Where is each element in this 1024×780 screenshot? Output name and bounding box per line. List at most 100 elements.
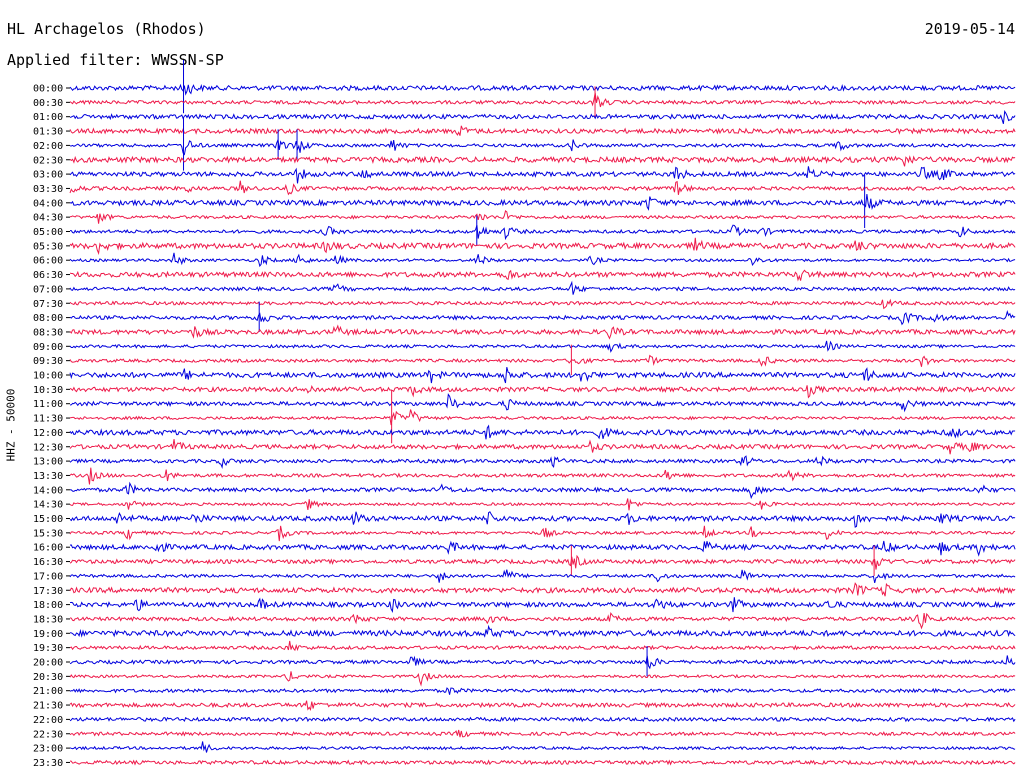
- time-tick-label: 07:00: [33, 284, 63, 295]
- time-tick-label: 02:30: [33, 155, 63, 166]
- seismic-trace: [69, 597, 1016, 614]
- time-tick-label: 19:30: [33, 643, 63, 654]
- time-tick-label: 13:30: [33, 471, 63, 482]
- seismic-trace: [69, 716, 1016, 723]
- time-tick-label: 22:30: [33, 729, 63, 740]
- time-tick-label: 04:30: [33, 213, 63, 224]
- seismic-trace: [69, 554, 1016, 570]
- seismic-trace: [69, 194, 1016, 211]
- time-tick-label: 23:00: [33, 744, 63, 755]
- seismic-trace: [69, 224, 1016, 241]
- time-tick-label: 22:00: [33, 715, 63, 726]
- seismic-trace: [69, 729, 1016, 738]
- time-tick-label: 20:00: [33, 658, 63, 669]
- time-tick-label: 03:00: [33, 170, 63, 181]
- seismic-trace: [69, 481, 1016, 500]
- time-tick-label: 17:00: [33, 571, 63, 582]
- time-tick-label: 08:00: [33, 313, 63, 324]
- seismic-trace: [69, 498, 1016, 511]
- seismic-trace: [69, 582, 1016, 597]
- time-tick-label: 16:00: [33, 543, 63, 554]
- time-tick-label: 11:00: [33, 399, 63, 410]
- seismic-trace: [69, 210, 1016, 224]
- time-tick-label: 21:00: [33, 686, 63, 697]
- seismic-trace: [69, 166, 1016, 184]
- time-tick-label: 16:30: [33, 557, 63, 568]
- seismic-trace: [69, 424, 1016, 440]
- seismic-trace: [69, 612, 1016, 630]
- seismic-trace: [69, 354, 1016, 367]
- seismic-trace: [69, 298, 1016, 310]
- seismic-trace: [69, 269, 1016, 282]
- seismic-trace: [69, 525, 1016, 542]
- time-tick-label: 14:30: [33, 500, 63, 511]
- seismic-trace: [69, 310, 1016, 326]
- seismic-trace: [69, 180, 1016, 196]
- seismic-trace: [69, 125, 1016, 136]
- seismic-trace: [69, 393, 1016, 413]
- time-tick-label: 14:00: [33, 485, 63, 496]
- seismic-trace: [69, 324, 1016, 340]
- time-tick-label: 19:00: [33, 629, 63, 640]
- time-tick-label: 08:30: [33, 327, 63, 338]
- seismic-trace: [69, 280, 1016, 295]
- time-tick-label: 18:30: [33, 614, 63, 625]
- seismic-trace: [69, 155, 1016, 167]
- seismic-trace: [69, 252, 1016, 268]
- time-tick-label: 18:00: [33, 600, 63, 611]
- time-tick-label: 01:00: [33, 112, 63, 123]
- seismic-trace: [69, 741, 1016, 753]
- time-tick-label: 09:30: [33, 356, 63, 367]
- time-tick-label: 11:30: [33, 414, 63, 425]
- seismic-trace: [69, 640, 1016, 652]
- time-tick-label: 10:30: [33, 385, 63, 396]
- seismic-trace: [69, 237, 1016, 256]
- seismic-trace: [69, 83, 1016, 96]
- seismic-trace: [69, 439, 1016, 455]
- filter-label: Applied filter: WWSSN-SP: [7, 51, 224, 69]
- seismic-trace: [69, 367, 1016, 384]
- seismic-trace: [69, 569, 1016, 584]
- time-tick-label: 00:30: [33, 98, 63, 109]
- time-tick-label: 06:30: [33, 270, 63, 281]
- seismic-trace: [69, 467, 1016, 485]
- time-tick-label: 04:00: [33, 198, 63, 209]
- time-tick-label: 12:30: [33, 442, 63, 453]
- time-tick-label: 20:30: [33, 672, 63, 683]
- time-tick-label: 15:30: [33, 528, 63, 539]
- time-tick-label: 13:00: [33, 457, 63, 468]
- seismic-trace: [69, 624, 1016, 639]
- time-tick-label: 12:00: [33, 428, 63, 439]
- seismic-trace: [69, 385, 1016, 399]
- time-tick-label: 23:30: [33, 758, 63, 769]
- seismic-trace: [69, 671, 1016, 687]
- seismic-trace: [69, 92, 1016, 108]
- time-tick-label: 17:30: [33, 586, 63, 597]
- seismic-trace: [69, 759, 1016, 766]
- time-tick-label: 05:30: [33, 241, 63, 252]
- time-tick-label: 09:00: [33, 342, 63, 353]
- time-tick-label: 15:00: [33, 514, 63, 525]
- station-title: HL Archagelos (Rhodos): [7, 20, 206, 38]
- seismic-trace: [69, 138, 1016, 156]
- time-tick-label: 00:00: [33, 84, 63, 95]
- seismic-trace: [69, 340, 1016, 353]
- time-tick-label: 10:00: [33, 371, 63, 382]
- seismic-trace: [69, 409, 1016, 426]
- time-tick-label: 21:30: [33, 701, 63, 712]
- seismic-trace: [69, 455, 1016, 470]
- seismic-trace: [69, 655, 1016, 670]
- seismic-trace: [69, 511, 1016, 528]
- seismic-trace: [69, 540, 1016, 557]
- seismic-trace: [69, 700, 1016, 712]
- time-tick-label: 07:30: [33, 299, 63, 310]
- record-date: 2019-05-14: [924, 20, 1015, 38]
- time-tick-label: 01:30: [33, 127, 63, 138]
- time-tick-label: 06:00: [33, 256, 63, 267]
- time-tick-label: 05:00: [33, 227, 63, 238]
- seismic-trace: [69, 687, 1016, 695]
- time-tick-label: 03:30: [33, 184, 63, 195]
- seismic-trace: [69, 109, 1016, 125]
- time-tick-label: 02:00: [33, 141, 63, 152]
